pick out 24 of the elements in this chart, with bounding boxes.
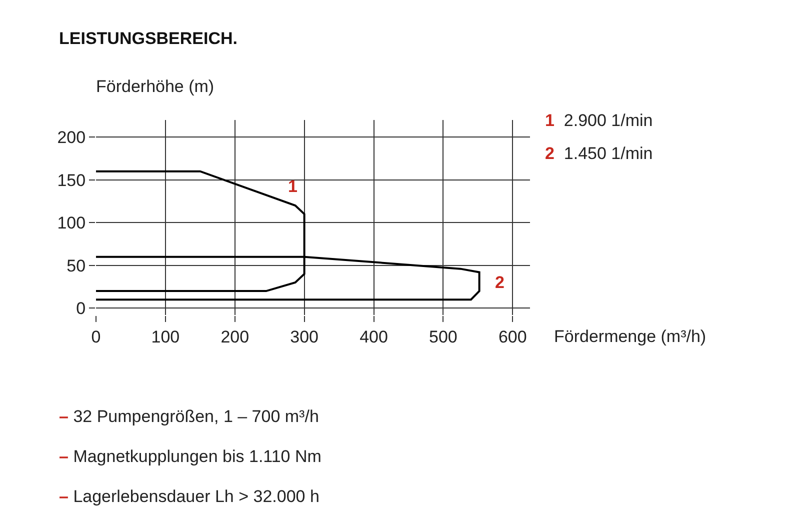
x-axis-title: Fördermenge (m³/h): [554, 327, 706, 346]
x-tick-label: 200: [220, 327, 250, 346]
x-tick-label: 300: [290, 327, 319, 346]
x-tick-label: 600: [498, 327, 527, 346]
chart-title: LEISTUNGSBEREICH.: [59, 29, 238, 48]
text: – Lagerlebensdauer Lh > 32.000 h: [59, 487, 320, 506]
x-tick-label: 500: [429, 327, 458, 346]
y-axis-title: Förderhöhe (m): [96, 77, 214, 96]
text: 2.900 1/min: [564, 111, 653, 130]
y-tick-label: 0: [76, 299, 86, 318]
text: 2: [545, 144, 554, 163]
x-tick-label: 100: [151, 327, 180, 346]
y-tick-label: 50: [66, 256, 86, 276]
text: – 32 Pumpengrößen, 1 – 700 m³/h: [59, 407, 319, 426]
text: – Magnetkupplungen bis 1.110 Nm: [59, 447, 322, 466]
series-label: 1: [288, 177, 298, 196]
y-tick-label: 100: [57, 214, 86, 233]
text: 1.450 1/min: [564, 144, 653, 163]
x-tick-label: 400: [360, 327, 388, 346]
text: 1: [545, 111, 554, 130]
x-tick-label: 0: [91, 327, 101, 346]
y-tick-label: 150: [57, 170, 86, 190]
y-tick-label: 200: [57, 128, 86, 148]
series-label: 2: [495, 273, 504, 292]
